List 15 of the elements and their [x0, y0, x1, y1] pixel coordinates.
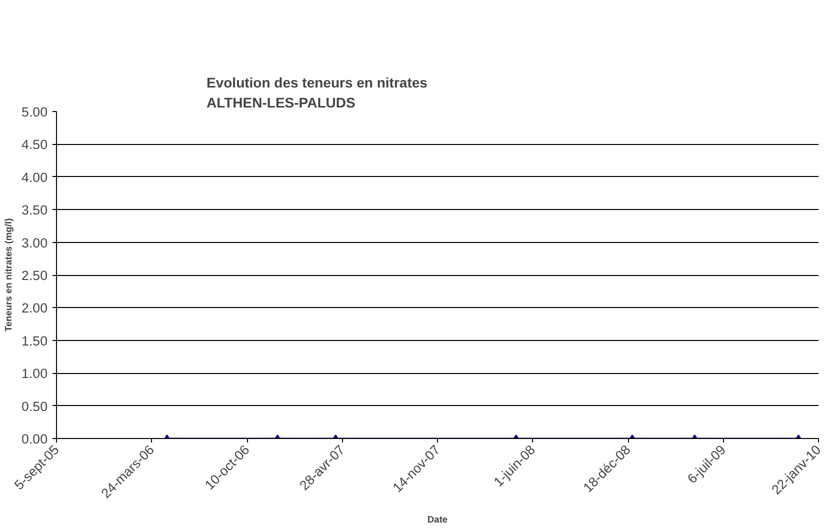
- y-tick-label: 3.00: [22, 235, 48, 250]
- y-tick-label: 4.50: [22, 137, 48, 152]
- y-tick-label: 4.00: [22, 170, 48, 185]
- y-tick-label: 0.00: [22, 432, 48, 446]
- y-axis-title: Teneurs en nitrates (mg/l): [4, 218, 14, 332]
- y-tick-label: 5.00: [22, 104, 48, 120]
- y-tick-label: 1.00: [22, 366, 48, 382]
- y-tick-label: 1.50: [22, 333, 48, 348]
- chart-title: Evolution des teneurs en nitrates: [206, 74, 428, 90]
- y-tick-label: 2.00: [22, 300, 48, 316]
- x-axis-title: Date: [427, 514, 448, 524]
- chart-subtitle: ALTHEN-LES-PALUDS: [206, 94, 356, 110]
- y-tick-label: 0.50: [22, 398, 48, 414]
- y-tick-label: 2.50: [22, 268, 48, 283]
- y-tick-label: 3.50: [22, 202, 48, 218]
